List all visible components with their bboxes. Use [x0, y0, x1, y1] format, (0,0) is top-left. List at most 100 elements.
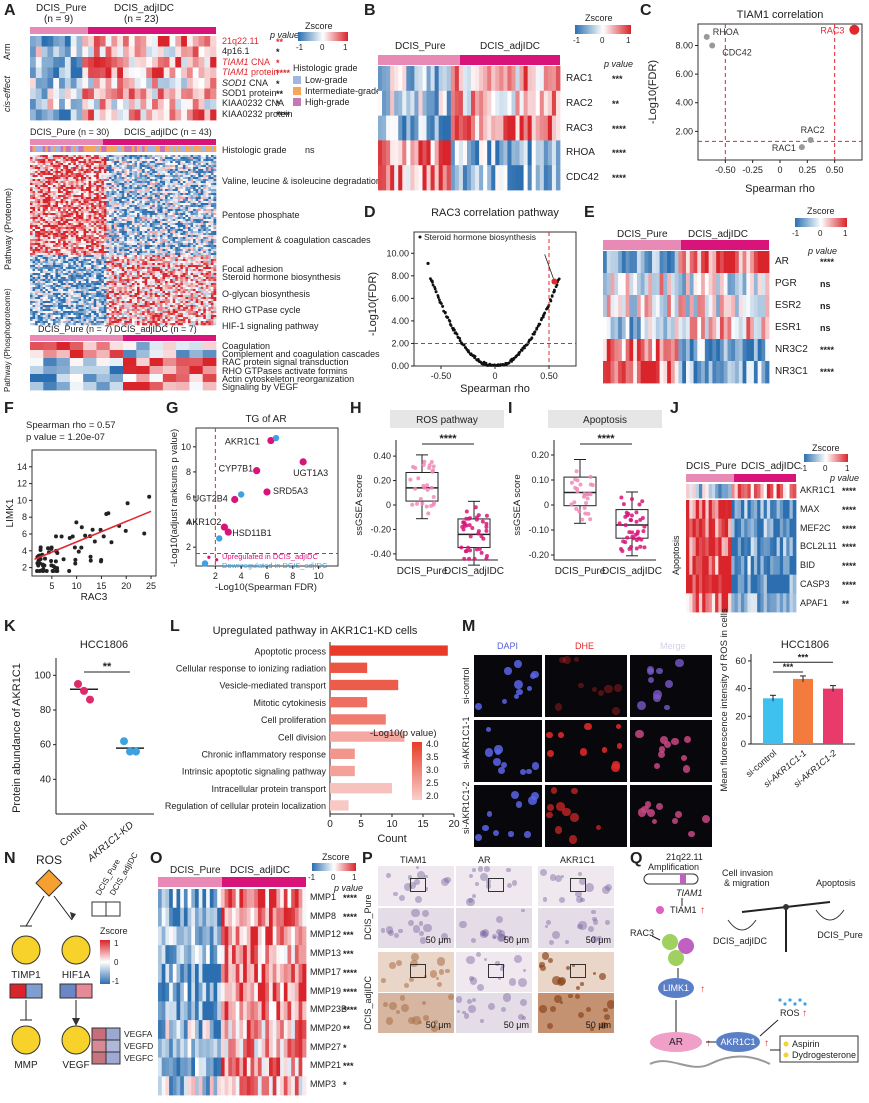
- a-prot-cell: [73, 275, 77, 278]
- a-prot-cell: [91, 169, 94, 172]
- a-prot-cell: [208, 169, 212, 172]
- a-prot-cell: [177, 261, 181, 264]
- a-prot-cell: [98, 199, 102, 202]
- a-prot-cell: [213, 211, 217, 214]
- a-prot-cell: [37, 195, 41, 198]
- a-prot-cell: [185, 261, 189, 264]
- a-prot-cell: [149, 207, 153, 210]
- a-prot-cell: [139, 165, 143, 168]
- a-prot-cell: [134, 217, 138, 220]
- a-prot-cell: [195, 175, 199, 178]
- a-prot-cell: [91, 267, 94, 270]
- a-prot-cell: [165, 253, 168, 256]
- a-prot-cell: [172, 267, 176, 270]
- a-prot-cell: [213, 243, 217, 246]
- a-prot-cell: [103, 189, 107, 192]
- a-prot-cell: [70, 183, 74, 186]
- a-cna-cell: [30, 36, 37, 47]
- a-prot-cell: [159, 249, 163, 252]
- a-prot-cell: [121, 165, 125, 168]
- a-prot-cell: [91, 223, 94, 226]
- a-prot-cell: [42, 271, 46, 274]
- a-prot-cell: [126, 181, 130, 184]
- a-prot-cell: [165, 205, 168, 208]
- a-cna-cell: [198, 57, 205, 68]
- a-prot-cell: [78, 225, 82, 228]
- a-cna-cell: [157, 57, 165, 68]
- a-prot-cell: [170, 271, 173, 274]
- a-prot-cell: [203, 215, 207, 218]
- a-prot-cell: [167, 271, 171, 274]
- a-prot-cell: [30, 197, 33, 200]
- a-prot-cell: [154, 189, 158, 192]
- a-prot-cell: [114, 203, 117, 206]
- a-prot-cell: [114, 223, 117, 226]
- a-prot-cell: [101, 167, 105, 170]
- a-prot-cell: [111, 177, 115, 180]
- a-prot-cell: [50, 183, 54, 186]
- a-prot-cell: [78, 265, 82, 268]
- a-prot-cell: [210, 173, 214, 176]
- a-prot-cell: [129, 227, 133, 230]
- a-prot-cell: [106, 277, 110, 280]
- a-prot-cell: [208, 233, 212, 236]
- a-prot-cell: [91, 269, 94, 272]
- a-prot-cell: [35, 215, 38, 218]
- a-prot-cell: [78, 183, 82, 186]
- a-prot-cell: [73, 155, 77, 158]
- a-prot-cell: [52, 187, 56, 190]
- a-prot-cell: [139, 175, 143, 178]
- a-prot-cell: [193, 239, 196, 242]
- a-prot-cell: [149, 233, 153, 236]
- a-prot-cell: [96, 259, 100, 262]
- a-prot-cell: [157, 181, 161, 184]
- a-prot-cell: [129, 251, 133, 254]
- a-prot-cell: [50, 267, 54, 270]
- a-prot-cell: [119, 269, 123, 272]
- a-prot-cell: [47, 213, 51, 216]
- a-prot-cell: [200, 167, 204, 170]
- a-prot-cell: [170, 203, 173, 206]
- a-prot-cell: [68, 265, 72, 268]
- a-prot-cell: [149, 179, 153, 182]
- a-prot-cell: [70, 255, 74, 258]
- a-prot-cell: [30, 157, 33, 160]
- a-prot-cell: [80, 229, 84, 232]
- a-prot-cell: [205, 193, 209, 196]
- a-prot-cell: [83, 257, 87, 260]
- a-prot-cell: [210, 197, 214, 200]
- a-prot-cell: [42, 179, 46, 182]
- a-prot-cell: [47, 227, 51, 230]
- a-prot-cell: [98, 225, 102, 228]
- a-prot-cell: [119, 201, 123, 204]
- a-prot-cell: [175, 263, 179, 266]
- a-prot-cell: [106, 227, 110, 230]
- a-prot-cell: [75, 215, 79, 218]
- a-prot-cell: [205, 259, 209, 262]
- a-prot-cell: [121, 249, 125, 252]
- a-prot-cell: [167, 273, 171, 276]
- a-prot-cell: [55, 233, 59, 236]
- a-prot-cell: [103, 255, 107, 258]
- a-prot-cell: [75, 257, 79, 260]
- a-prot-cell: [213, 231, 217, 234]
- a-prot-cell: [170, 259, 173, 262]
- a-prot-cell: [119, 211, 123, 214]
- a-prot-cell: [139, 251, 143, 254]
- a-prot-cell: [119, 181, 123, 184]
- a-prot-cell: [68, 257, 72, 260]
- a-prot-cell: [52, 169, 56, 172]
- a-prot-cell: [96, 277, 100, 280]
- a-prot-cell: [80, 255, 84, 258]
- a-prot-cell: [134, 205, 138, 208]
- a-grade-cell: [40, 146, 44, 152]
- a-prot-cell: [65, 213, 69, 216]
- a-prot-cell: [195, 279, 199, 282]
- a-prot-cell: [80, 215, 84, 218]
- a-prot-cell: [198, 177, 202, 180]
- a-grade-cell: [149, 146, 153, 152]
- a-prot-cell: [129, 241, 133, 244]
- a-prot-cell: [208, 205, 212, 208]
- a-prot-cell: [185, 263, 189, 266]
- a-prot-cell: [65, 253, 69, 256]
